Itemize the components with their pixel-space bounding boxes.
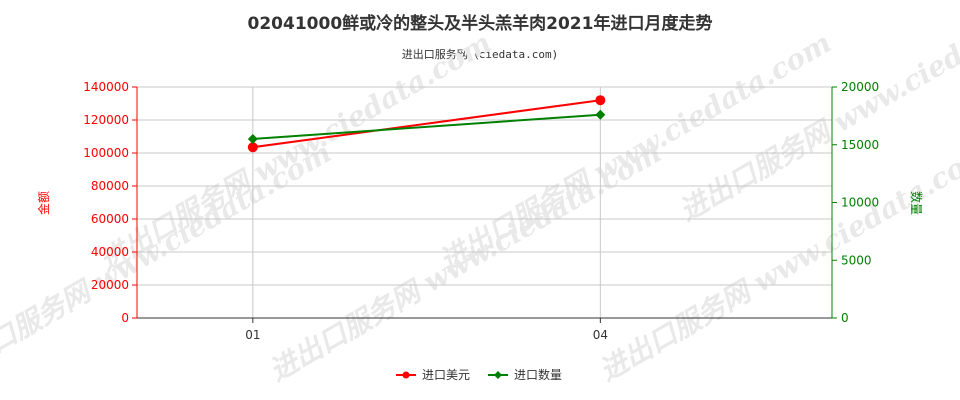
left-axis-ticks: 0 20000 40000 60000 80000 100000 120000 140000 xyxy=(83,80,137,325)
series-layer xyxy=(247,95,606,153)
left-tick-label: 120000 xyxy=(83,113,129,127)
right-axis-ticks: 0 5000 10000 15000 20000 xyxy=(832,80,879,325)
left-tick-label: 40000 xyxy=(91,245,129,259)
series-line-usd xyxy=(252,99,601,149)
legend-label: 进口美元 xyxy=(422,368,470,382)
legend: 进口美元 进口数量 xyxy=(396,367,562,382)
x-tick-label: 01 xyxy=(245,328,260,342)
left-tick-label: 80000 xyxy=(91,179,129,193)
left-axis-label: 金额 xyxy=(36,191,51,215)
chart-title: 02041000鲜或冷的整头及半头羔羊肉2021年进口月度走势 xyxy=(247,14,713,34)
legend-swatch-marker xyxy=(494,371,502,379)
grid-lines xyxy=(137,86,833,318)
right-axis-label: 数量 xyxy=(909,191,924,215)
legend-swatch-marker xyxy=(402,371,410,379)
legend-label: 进口数量 xyxy=(514,367,562,382)
left-tick-label: 140000 xyxy=(83,80,129,94)
data-point xyxy=(247,142,258,153)
left-tick-label: 60000 xyxy=(91,212,129,226)
watermark-text: 进出口服务网 www.ciedata.com xyxy=(94,26,497,278)
data-point xyxy=(247,133,258,144)
left-tick-label: 20000 xyxy=(91,278,129,292)
data-point xyxy=(595,95,606,106)
x-tick-label: 04 xyxy=(593,328,608,342)
x-axis-ticks: 01 04 xyxy=(245,318,608,342)
right-tick-label: 15000 xyxy=(841,138,879,152)
right-tick-label: 20000 xyxy=(841,80,879,94)
series-line-qty xyxy=(252,113,601,140)
chart-source: 进出口服务网（ciedata.com) xyxy=(401,48,559,61)
data-point xyxy=(595,109,606,120)
left-tick-label: 100000 xyxy=(83,146,129,160)
right-tick-label: 0 xyxy=(841,311,849,325)
right-tick-label: 10000 xyxy=(841,196,879,210)
left-tick-label: 0 xyxy=(121,311,129,325)
right-tick-label: 5000 xyxy=(841,253,872,267)
